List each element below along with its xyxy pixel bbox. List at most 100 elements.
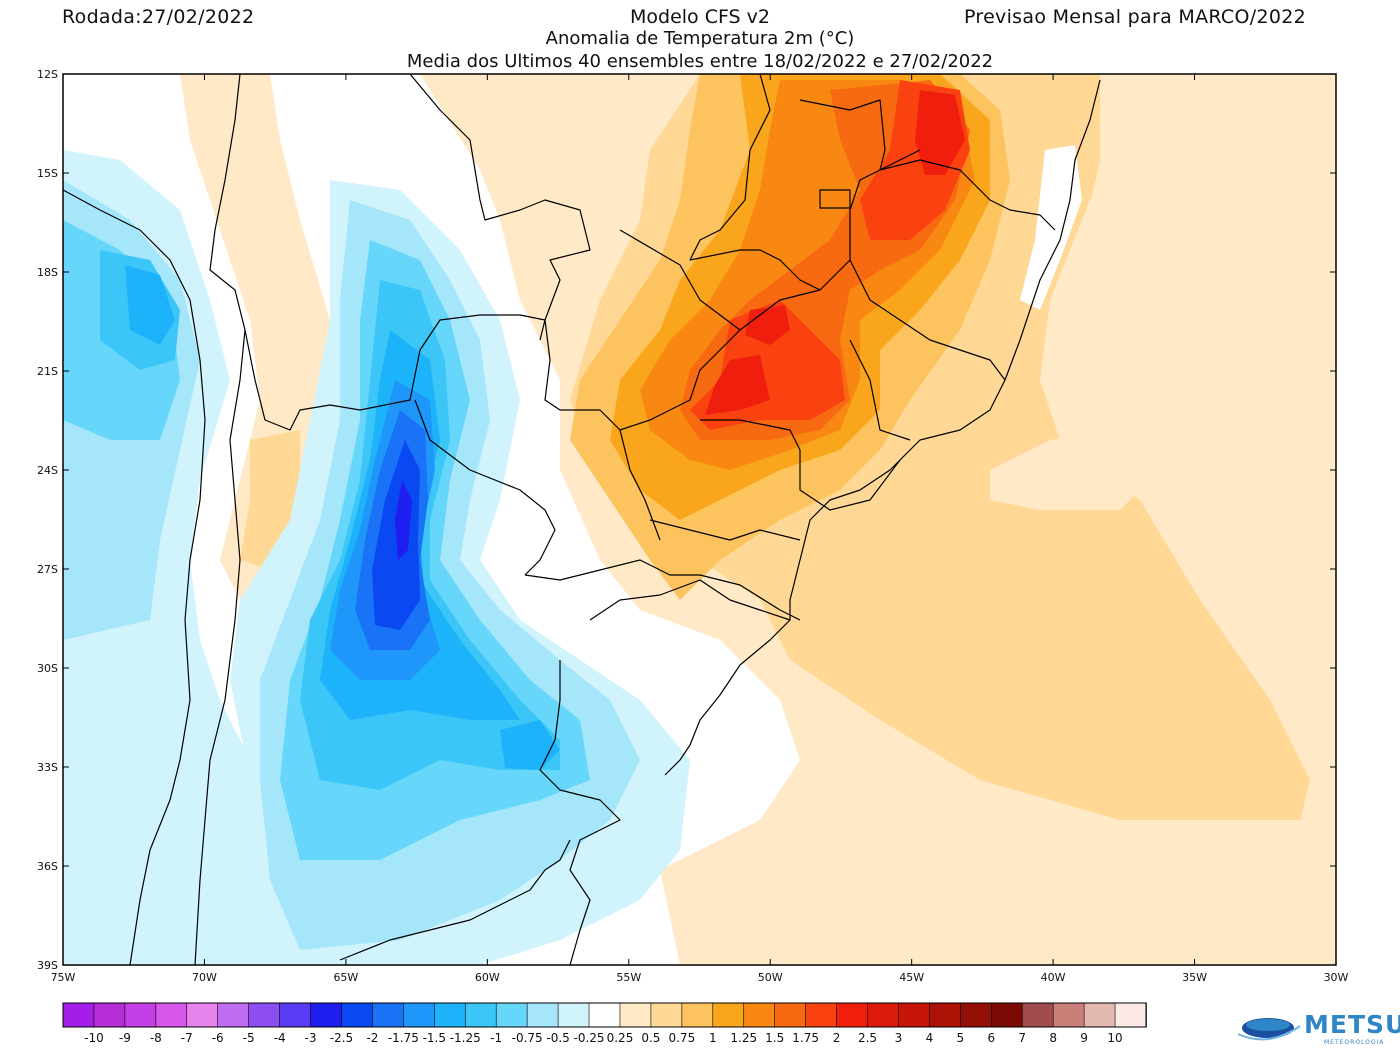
colorbar-label: -5	[243, 1031, 255, 1045]
lat-label: 27S	[37, 563, 58, 576]
warm-region-6	[915, 90, 965, 175]
colorbar-cell	[155, 1002, 188, 1028]
brazil-goias-box	[819, 189, 851, 209]
brazil-north-line	[799, 99, 886, 171]
colorbar-cell	[217, 1002, 250, 1028]
colorbar-cell	[743, 1002, 776, 1028]
colorbar-cell	[867, 1002, 900, 1028]
colorbar-label: 5	[957, 1031, 965, 1045]
colorbar-cell	[403, 1002, 436, 1028]
lat-label: 30S	[37, 662, 58, 675]
lon-label: 55W	[616, 971, 641, 984]
colorbar-cell	[1083, 1002, 1116, 1028]
lon-label: 65W	[333, 971, 358, 984]
colorbar-label: 2.5	[858, 1031, 877, 1045]
longitude-axis: 75W 70W 65W 60W 55W 50W 45W 40W 35W 30W	[51, 74, 1349, 984]
colorbar-cell	[310, 1002, 343, 1028]
colorbar-label: 6	[987, 1031, 995, 1045]
coastal-lighter-patch-north	[1080, 74, 1336, 330]
cold-region-9	[395, 480, 412, 560]
colorbar-cell	[650, 1002, 683, 1028]
logo-subtitle: METEOROLOGIA	[1324, 1039, 1385, 1046]
lat-label: 12S	[37, 68, 58, 81]
colorbar-label: 1	[709, 1031, 717, 1045]
southern-argentina-coast	[339, 839, 571, 961]
colorbar-label: 1.75	[792, 1031, 819, 1045]
colorbar-cell	[495, 1002, 528, 1028]
logo-name: METSUL	[1304, 1010, 1400, 1039]
colorbar-label: -9	[119, 1031, 131, 1045]
metsul-logo: METSUL METEOROLOGIA	[1232, 1008, 1400, 1048]
colorbar-cell	[557, 1002, 590, 1028]
warm-region-6c	[705, 355, 770, 415]
cold-region-10	[500, 720, 560, 770]
colorbar-cell	[990, 1002, 1024, 1028]
lat-label: 21S	[37, 365, 58, 378]
colorbar-label: -1.5	[423, 1031, 446, 1045]
colorbar-label: -2	[366, 1031, 378, 1045]
lat-label: 15S	[37, 167, 58, 180]
country-borders	[63, 74, 1101, 965]
colorbar-cell	[372, 1002, 405, 1028]
lat-label: 24S	[37, 464, 58, 477]
colorbar-cell	[929, 1002, 962, 1028]
colorbar-cell	[681, 1002, 714, 1028]
colorbar-label: -0.25	[573, 1031, 604, 1045]
argentina-interior	[194, 329, 246, 965]
brazil-east-coast	[789, 79, 1101, 620]
colorbar-label: -1	[490, 1031, 502, 1045]
colorbar-label: -1.75	[388, 1031, 419, 1045]
south-america-west-coast	[63, 189, 206, 965]
brazil-state-lines-3	[700, 419, 901, 511]
colorbar-label: -0.75	[512, 1031, 543, 1045]
colorbar-cell	[1021, 1002, 1054, 1028]
brazil-rj-lines	[849, 339, 911, 441]
lon-label: 75W	[51, 971, 76, 984]
colorbar-cell	[62, 1002, 95, 1028]
lon-label: 35W	[1182, 971, 1207, 984]
colorbar: -10 -9 -8 -7 -6 -5 -4 -3 -2.5 -2 -1.75 -1.5 -1.25 -1-…	[62, 1002, 1147, 1045]
globe-icon	[1237, 1018, 1301, 1041]
bolivia-paraguay-border	[414, 399, 556, 576]
colorbar-label: 0.75	[668, 1031, 695, 1045]
brazil-minas-lines	[849, 259, 1006, 381]
colorbar-cell	[124, 1002, 157, 1028]
colorbar-cell	[1052, 1002, 1085, 1028]
lon-label: 30W	[1324, 971, 1349, 984]
lat-label: 39S	[37, 959, 58, 972]
colorbar-label: -10	[84, 1031, 104, 1045]
colorbar-cell	[186, 1002, 219, 1028]
lat-label: 36S	[37, 860, 58, 873]
lon-label: 45W	[899, 971, 924, 984]
forecast-title: Previsao Mensal para MARCO/2022	[963, 6, 1306, 28]
colorbar-label: 9	[1080, 1031, 1088, 1045]
uruguay-border	[589, 579, 791, 776]
lon-label: 50W	[758, 971, 783, 984]
colorbar-label: 0.5	[641, 1031, 660, 1045]
run-date: Rodada:27/02/2022	[62, 6, 255, 28]
lon-label: 40W	[1041, 971, 1066, 984]
map-frame	[62, 73, 1337, 966]
colorbar-label: 4	[926, 1031, 934, 1045]
brazil-southeast-lines	[879, 159, 1056, 231]
variable-subtitle: Anomalia de Temperatura 2m (°C)	[545, 28, 855, 49]
colorbar-label: 1.25	[730, 1031, 757, 1045]
rio-de-la-plata	[539, 660, 621, 965]
model-title: Modelo CFS v2	[629, 6, 770, 28]
colorbar-label: 8	[1049, 1031, 1057, 1045]
warm-region-6b	[745, 305, 790, 345]
colorbar-cell	[712, 1002, 745, 1028]
colorbar-cell	[619, 1002, 652, 1028]
colorbar-label: -3	[305, 1031, 317, 1045]
colorbar-cell	[248, 1002, 281, 1028]
colorbar-label: 7	[1018, 1031, 1026, 1045]
colorbar-cell	[898, 1002, 931, 1028]
paraguay-east	[544, 319, 661, 541]
cold-region-5	[125, 265, 175, 345]
anomaly-field	[63, 74, 1336, 965]
colorbar-frame	[62, 1002, 1147, 1028]
lon-label: 70W	[192, 971, 217, 984]
colorbar-cell	[341, 1002, 374, 1028]
colorbar-cell	[526, 1002, 559, 1028]
